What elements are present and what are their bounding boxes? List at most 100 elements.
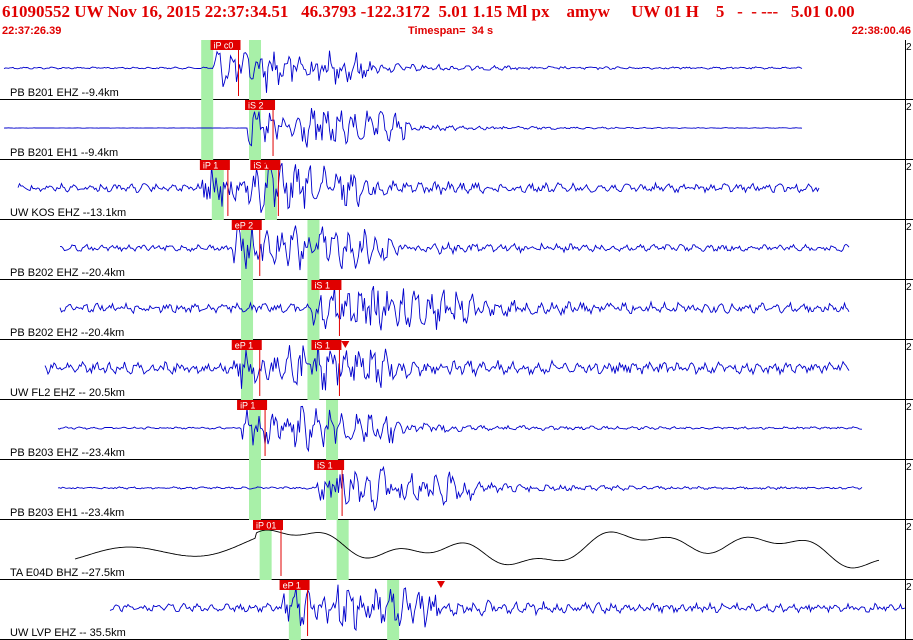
- station-label: TA E04D BHZ --27.5km: [10, 567, 125, 579]
- header-bar: 61090552 UW Nov 16, 2015 22:37:34.51 46.…: [0, 0, 913, 40]
- arrival-marker-icon: [264, 161, 273, 168]
- amplitude-scale: 2: [906, 582, 912, 593]
- trace-row[interactable]: 2 iS 1 PB B202 EH2 --20.4km: [0, 280, 913, 340]
- pick-label: iP 01: [256, 521, 276, 531]
- phase-pick[interactable]: iS 1: [311, 340, 342, 396]
- pick-label: iS 1: [314, 281, 330, 291]
- time-window-band: [249, 100, 262, 160]
- amplitude-scale: 2: [906, 102, 912, 113]
- time-window-band: [249, 400, 262, 460]
- pick-flag: [311, 280, 342, 290]
- trace-row[interactable]: 2 eP 1 iS 1 UW FL2 EHZ -- 20.5km: [0, 340, 913, 400]
- amplitude-scale: 2: [906, 282, 912, 293]
- pick-label: eP 1: [283, 581, 301, 591]
- seismic-waveform[interactable]: [59, 224, 850, 271]
- timespan-label: Timespan= 34 s: [408, 25, 494, 37]
- phase-pick[interactable]: iS 2: [245, 100, 276, 156]
- seismic-waveform[interactable]: [17, 163, 820, 213]
- time-window-band: [288, 580, 301, 640]
- time-window-band: [249, 40, 262, 100]
- pick-flag: [245, 100, 276, 110]
- pick-flag: [311, 340, 342, 350]
- seismic-waveform[interactable]: [57, 405, 862, 453]
- trace-row[interactable]: 2 iP 1 PB B203 EHZ --23.4km: [0, 400, 913, 460]
- pick-flag: [279, 580, 310, 590]
- seismic-waveform[interactable]: [109, 584, 906, 632]
- amplitude-scale: 2: [906, 42, 912, 53]
- seismic-waveform[interactable]: [59, 285, 850, 331]
- pick-label: iS 2: [248, 101, 264, 111]
- pick-label: eP 2: [235, 221, 253, 231]
- station-label: PB B202 EH2 --20.4km: [10, 327, 124, 339]
- seismogram-panel[interactable]: 2 iP c0 PB B201 EHZ --9.4km 2 iS 2 PB B201 EH…: [0, 40, 913, 640]
- station-label: UW LVP EHZ -- 35.5km: [10, 627, 126, 639]
- time-window-band: [336, 520, 349, 580]
- pick-flag: [231, 220, 262, 230]
- trace-row[interactable]: 2 iP 1 iS 1 UW KOS EHZ --13.1km: [0, 160, 913, 220]
- amplitude-scale: 2: [906, 342, 912, 353]
- phase-pick[interactable]: iP c0: [210, 40, 241, 96]
- pick-flag: [237, 400, 268, 410]
- arrival-marker-icon: [330, 461, 339, 468]
- time-window-band: [307, 280, 320, 340]
- arrival-marker-icon: [436, 581, 445, 588]
- station-label: PB B201 EHZ --9.4km: [10, 87, 119, 99]
- trace-row[interactable]: 2 eP 1 UW LVP EHZ -- 35.5km: [0, 580, 913, 640]
- pick-flag: [250, 160, 281, 170]
- pick-flag: [231, 340, 262, 350]
- time-window-band: [201, 100, 214, 160]
- seismic-waveform[interactable]: [44, 341, 850, 391]
- event-title: 61090552 UW Nov 16, 2015 22:37:34.51 46.…: [2, 2, 855, 21]
- station-label: PB B203 EH1 --23.4km: [10, 507, 124, 519]
- pick-label: iS 1: [253, 161, 269, 171]
- pick-label: iS 1: [317, 461, 333, 471]
- pick-flag: [314, 460, 345, 470]
- trace-row[interactable]: 2 eP 2 PB B202 EHZ --20.4km: [0, 220, 913, 280]
- phase-pick[interactable]: iS 1: [311, 280, 342, 336]
- amplitude-scale: 2: [906, 522, 912, 533]
- time-window-band: [201, 40, 214, 100]
- pick-label: iS 1: [314, 341, 330, 351]
- seismic-waveform[interactable]: [3, 50, 803, 93]
- arrival-marker-icon: [264, 101, 273, 108]
- phase-pick[interactable]: iS 1: [314, 460, 345, 516]
- pick-flag: [210, 40, 241, 50]
- phase-pick[interactable]: iS 1: [250, 160, 281, 216]
- pick-label: eP 1: [235, 341, 253, 351]
- trace-row[interactable]: 2 iS 1 PB B203 EH1 --23.4km: [0, 460, 913, 520]
- arrival-marker-icon: [341, 341, 350, 348]
- station-label: PB B201 EH1 --9.4km: [10, 147, 118, 159]
- time-window-band: [307, 220, 320, 280]
- trace-row[interactable]: 2 iP c0 PB B201 EHZ --9.4km: [0, 40, 913, 100]
- station-label: PB B203 EHZ --23.4km: [10, 447, 125, 459]
- phase-pick[interactable]: iP 1: [199, 160, 230, 216]
- time-window-band: [249, 460, 262, 520]
- amplitude-scale: 2: [906, 222, 912, 233]
- time-window-band: [259, 520, 272, 580]
- time-window-band: [241, 340, 254, 400]
- pick-label: iP 1: [203, 161, 218, 171]
- time-window-band: [307, 340, 320, 400]
- phase-pick[interactable]: iP 01: [253, 520, 284, 576]
- seismic-waveform[interactable]: [3, 108, 803, 148]
- pick-label: iP c0: [214, 41, 234, 51]
- start-time: 22:37:26.39: [2, 25, 62, 37]
- phase-pick[interactable]: eP 2: [231, 220, 262, 276]
- end-time: 22:38:00.46: [851, 25, 911, 37]
- time-window-band: [326, 400, 339, 460]
- station-label: UW KOS EHZ --13.1km: [10, 207, 126, 219]
- seismic-waveform[interactable]: [57, 465, 863, 512]
- seismic-waveform[interactable]: [74, 529, 880, 569]
- station-label: UW FL2 EHZ -- 20.5km: [10, 387, 125, 399]
- amplitude-scale: 2: [906, 162, 912, 173]
- amplitude-scale: 2: [906, 462, 912, 473]
- phase-pick[interactable]: eP 1: [279, 580, 310, 636]
- trace-row[interactable]: 2 iP 01 TA E04D BHZ --27.5km: [0, 520, 913, 580]
- pick-label: iP 1: [240, 401, 255, 411]
- phase-pick[interactable]: eP 1: [231, 340, 262, 396]
- pick-flag: [253, 520, 284, 530]
- trace-row[interactable]: 2 iS 2 PB B201 EH1 --9.4km: [0, 100, 913, 160]
- time-window-band: [387, 580, 400, 640]
- pick-flag: [199, 160, 230, 170]
- phase-pick[interactable]: iP 1: [237, 400, 268, 456]
